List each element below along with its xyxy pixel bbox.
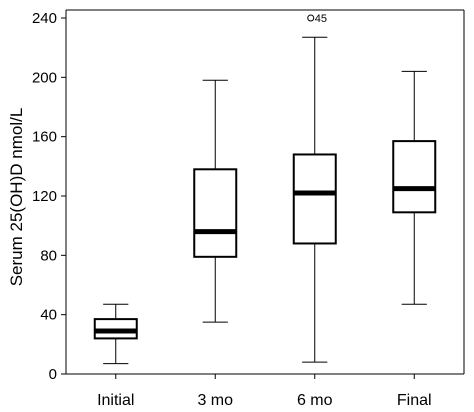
x-tick-label: 3 mo xyxy=(197,392,233,409)
y-tick-label: 40 xyxy=(40,307,57,324)
y-tick-label: 80 xyxy=(40,247,57,264)
box-iqr xyxy=(392,140,437,214)
plot-area: 0 40 80 120 160 200 240 Initial 3 mo 6 mo Final 45 xyxy=(32,9,465,409)
x-tick-label: Final xyxy=(397,392,432,409)
y-tick-label: 120 xyxy=(32,188,57,205)
y-tick-label: 240 xyxy=(32,10,57,27)
outlier-label: 45 xyxy=(315,13,327,25)
outlier-point xyxy=(307,14,315,22)
x-tick-label: Initial xyxy=(97,392,134,409)
box-iqr xyxy=(292,153,337,245)
x-tick-label: 6 mo xyxy=(297,392,333,409)
y-tick-label: 160 xyxy=(32,129,57,146)
y-tick-label: 0 xyxy=(49,366,57,383)
y-axis-title: Serum 25(OH)D nmol/L xyxy=(7,108,26,287)
y-tick-label: 200 xyxy=(32,69,57,86)
box-iqr xyxy=(193,168,238,258)
